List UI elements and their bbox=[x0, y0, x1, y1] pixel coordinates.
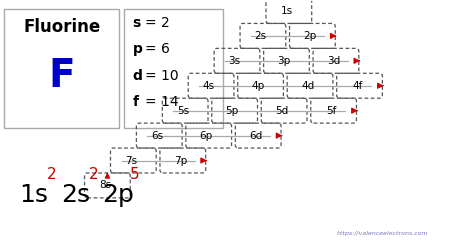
FancyBboxPatch shape bbox=[4, 9, 119, 129]
Text: 4d: 4d bbox=[301, 81, 314, 91]
Text: 6d: 6d bbox=[249, 131, 263, 141]
Text: F: F bbox=[48, 57, 75, 95]
Text: = 6: = 6 bbox=[145, 42, 170, 56]
Text: 7p: 7p bbox=[174, 155, 187, 166]
Text: 6p: 6p bbox=[200, 131, 213, 141]
Text: 6s: 6s bbox=[151, 131, 163, 141]
Text: 1s: 1s bbox=[281, 6, 292, 16]
Text: 2s: 2s bbox=[255, 31, 266, 41]
Text: 2p: 2p bbox=[303, 31, 317, 41]
Text: 5: 5 bbox=[130, 167, 140, 182]
Text: 5d: 5d bbox=[275, 106, 288, 116]
Text: 3p: 3p bbox=[277, 56, 291, 66]
Text: 2s: 2s bbox=[61, 183, 90, 207]
Text: = 2: = 2 bbox=[145, 16, 170, 30]
Text: https://valenceelectrons.com: https://valenceelectrons.com bbox=[337, 231, 429, 236]
Text: 1s: 1s bbox=[19, 183, 48, 207]
Text: Fluorine: Fluorine bbox=[23, 18, 100, 36]
Text: 4s: 4s bbox=[203, 81, 215, 91]
Text: s: s bbox=[132, 16, 141, 30]
Text: 3d: 3d bbox=[327, 56, 340, 66]
Text: 5s: 5s bbox=[177, 106, 189, 116]
Text: 5f: 5f bbox=[326, 106, 337, 116]
Text: = 10: = 10 bbox=[145, 69, 179, 83]
Text: d: d bbox=[132, 69, 142, 83]
Text: 5p: 5p bbox=[226, 106, 239, 116]
Text: 7s: 7s bbox=[125, 155, 137, 166]
Text: = 14: = 14 bbox=[145, 95, 179, 109]
Text: 3s: 3s bbox=[228, 56, 241, 66]
FancyBboxPatch shape bbox=[124, 9, 223, 129]
Text: 4f: 4f bbox=[352, 81, 362, 91]
Text: f: f bbox=[132, 95, 138, 109]
Text: 2p: 2p bbox=[102, 183, 134, 207]
Text: 2: 2 bbox=[47, 167, 56, 182]
Text: 8s: 8s bbox=[99, 180, 111, 191]
Text: p: p bbox=[132, 42, 142, 56]
Text: 4p: 4p bbox=[252, 81, 265, 91]
Text: 2: 2 bbox=[89, 167, 99, 182]
